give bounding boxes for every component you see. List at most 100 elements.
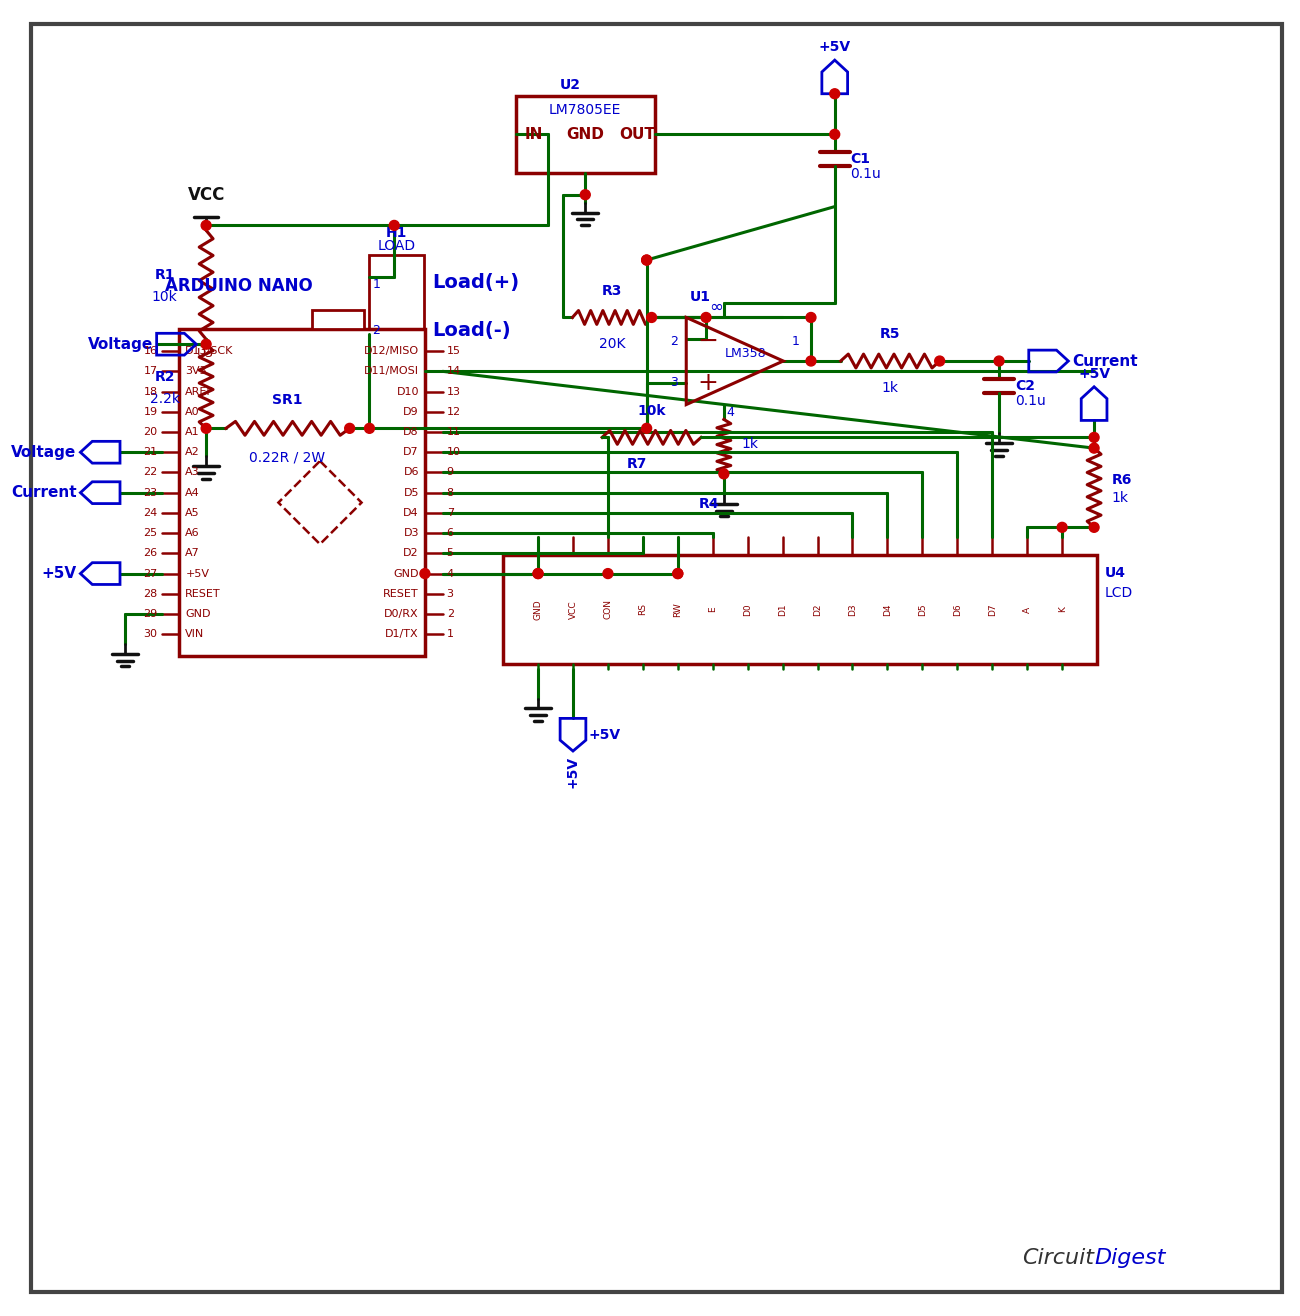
Text: VCC: VCC [568, 600, 577, 619]
Text: 27: 27 [143, 569, 157, 579]
Text: R6: R6 [1112, 472, 1132, 487]
Text: A5: A5 [186, 508, 200, 519]
Text: D4: D4 [883, 603, 892, 616]
Text: 0.22R / 2W: 0.22R / 2W [250, 450, 325, 465]
Text: IN: IN [525, 126, 543, 142]
Text: A4: A4 [186, 488, 200, 497]
Text: U2: U2 [560, 78, 581, 92]
Text: 26: 26 [143, 549, 157, 558]
Text: 17: 17 [143, 366, 157, 376]
Text: 24: 24 [143, 508, 157, 519]
Circle shape [202, 340, 211, 349]
Text: 4: 4 [727, 407, 734, 418]
Text: VCC: VCC [187, 186, 225, 204]
Text: E: E [708, 607, 718, 612]
Text: U1: U1 [689, 290, 711, 304]
Text: Current: Current [1072, 354, 1138, 368]
Text: D2: D2 [812, 603, 822, 616]
Text: OUT: OUT [619, 126, 655, 142]
Text: 1k: 1k [1112, 491, 1128, 504]
Text: LM7805EE: LM7805EE [549, 103, 621, 117]
Text: D12/MISO: D12/MISO [364, 346, 419, 357]
Text: RS: RS [638, 604, 647, 616]
Circle shape [701, 312, 711, 322]
FancyBboxPatch shape [369, 255, 424, 359]
Text: 11: 11 [447, 426, 460, 437]
Circle shape [994, 357, 1004, 366]
Text: 10k: 10k [152, 290, 177, 304]
Text: VIN: VIN [186, 629, 204, 640]
Text: R1: R1 [155, 268, 174, 282]
Text: 1: 1 [447, 629, 454, 640]
Text: D1: D1 [779, 603, 786, 616]
Circle shape [642, 255, 651, 265]
Text: D7: D7 [988, 603, 997, 616]
Text: 30: 30 [143, 629, 157, 640]
Text: LCD: LCD [1105, 586, 1134, 600]
Text: D5: D5 [403, 488, 419, 497]
Text: Digest: Digest [1095, 1248, 1166, 1267]
Text: R3: R3 [602, 284, 623, 297]
Text: 0.1u: 0.1u [850, 167, 881, 180]
Text: 1k: 1k [881, 380, 898, 395]
Text: D13/SCK: D13/SCK [186, 346, 234, 357]
Text: A6: A6 [186, 528, 200, 538]
Circle shape [642, 424, 651, 433]
Text: SR1: SR1 [272, 392, 303, 407]
Text: 7: 7 [447, 508, 454, 519]
Text: D9: D9 [403, 407, 419, 417]
Text: 28: 28 [143, 588, 157, 599]
Text: +5V: +5V [819, 41, 850, 54]
Text: 20: 20 [143, 426, 157, 437]
Text: 0.1u: 0.1u [1015, 393, 1045, 408]
Text: A2: A2 [186, 447, 200, 457]
Circle shape [1057, 522, 1067, 532]
Text: 9: 9 [447, 467, 454, 478]
Text: 1: 1 [373, 278, 381, 291]
Text: C1: C1 [850, 153, 871, 166]
Text: 12: 12 [447, 407, 460, 417]
Text: A: A [1023, 607, 1032, 612]
Circle shape [935, 357, 945, 366]
FancyBboxPatch shape [503, 555, 1097, 665]
Text: Load(+): Load(+) [432, 274, 519, 292]
Text: 19: 19 [143, 407, 157, 417]
Text: −: − [698, 329, 719, 353]
Text: 2: 2 [373, 324, 381, 337]
Circle shape [646, 312, 656, 322]
Text: Voltage: Voltage [12, 445, 77, 459]
FancyBboxPatch shape [179, 329, 425, 655]
Text: +: + [698, 371, 719, 395]
Circle shape [829, 88, 840, 99]
Text: D7: D7 [403, 447, 419, 457]
Circle shape [829, 129, 840, 139]
Text: RESET: RESET [384, 588, 419, 599]
Text: D11/MOSI: D11/MOSI [364, 366, 419, 376]
Text: 2.2k: 2.2k [150, 392, 179, 405]
Text: 13: 13 [447, 387, 460, 396]
Text: 21: 21 [143, 447, 157, 457]
Text: 10: 10 [447, 447, 460, 457]
Circle shape [719, 468, 729, 479]
Text: LM358: LM358 [725, 346, 767, 359]
Text: GND: GND [567, 126, 604, 142]
Text: 2: 2 [671, 334, 679, 347]
Circle shape [389, 221, 399, 230]
Text: 1k: 1k [742, 437, 759, 451]
FancyBboxPatch shape [516, 96, 655, 172]
Text: 23: 23 [143, 488, 157, 497]
Text: D6: D6 [953, 603, 962, 616]
Text: +5V: +5V [589, 728, 621, 742]
Circle shape [202, 424, 211, 433]
Text: AREF: AREF [186, 387, 214, 396]
Text: 4: 4 [447, 569, 454, 579]
Text: R4: R4 [698, 496, 719, 511]
Text: 5: 5 [447, 549, 454, 558]
Text: +5V: +5V [1078, 367, 1110, 380]
Text: 1: 1 [792, 334, 799, 347]
Text: RW: RW [673, 603, 682, 617]
Text: U3: U3 [198, 347, 214, 361]
Text: 3: 3 [447, 588, 454, 599]
FancyBboxPatch shape [312, 309, 364, 329]
Text: 2: 2 [447, 609, 454, 619]
